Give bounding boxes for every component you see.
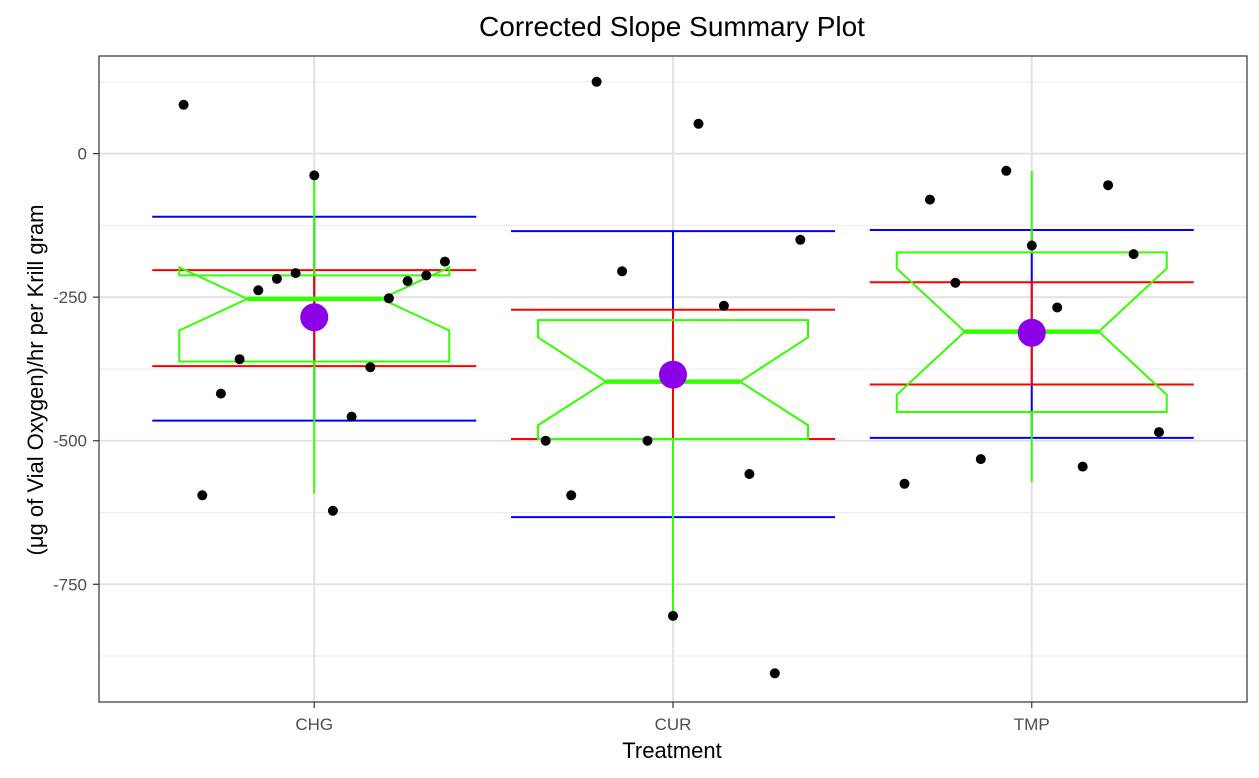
data-point [197,490,208,501]
data-point [365,362,376,373]
mean-marker [300,303,329,332]
data-point [642,435,653,446]
chart-title: Corrected Slope Summary Plot [479,11,865,42]
data-point [718,300,729,311]
data-point [1001,165,1012,176]
data-points [178,76,1164,679]
data-point [591,76,602,87]
y-tick-label: -750 [53,575,87,594]
y-tick-label: 0 [78,145,87,164]
data-point [346,411,357,422]
mean-marker [1017,318,1046,347]
data-point [769,668,780,679]
data-point [178,99,189,110]
data-point [215,388,226,399]
data-point [1052,302,1063,313]
data-point [566,490,577,501]
data-point [309,170,320,181]
plot-panel [98,55,1248,703]
data-point [1077,461,1088,472]
notched-box [537,319,809,441]
data-point [617,266,628,277]
data-point [327,505,338,516]
x-axis-title: Treatment [622,738,721,763]
data-point [1026,240,1037,251]
x-tick-label: TMP [1014,715,1050,734]
y-tick-label: -500 [53,432,87,451]
data-point [540,435,551,446]
data-point [668,610,678,621]
data-point [234,354,245,365]
data-point [290,268,301,279]
x-axis: CHG CUR TMP [295,702,1050,734]
data-point [1128,249,1139,260]
mean-markers [300,303,1046,389]
y-axis-title: (μg of Vial Oxygen)/hr per Krill gram [23,205,48,556]
data-point [795,234,806,245]
data-point [924,194,935,205]
y-axis: 0 -250 -500 -750 [53,145,99,594]
x-tick-label: CUR [655,715,692,734]
notched-box [178,265,451,363]
data-point [899,478,910,489]
data-point [744,469,755,479]
data-point [421,270,432,281]
data-point [693,118,704,129]
notched-box [895,251,1168,414]
data-point [253,285,264,296]
data-point [383,293,394,304]
data-point [402,276,413,287]
data-point [1103,180,1114,191]
y-tick-label: -250 [53,288,87,307]
data-point [1154,427,1164,438]
data-point [975,454,986,465]
x-tick-label: CHG [295,715,333,734]
data-point [950,277,961,288]
data-point [271,273,282,284]
data-point [439,256,450,267]
mean-marker [659,360,687,389]
